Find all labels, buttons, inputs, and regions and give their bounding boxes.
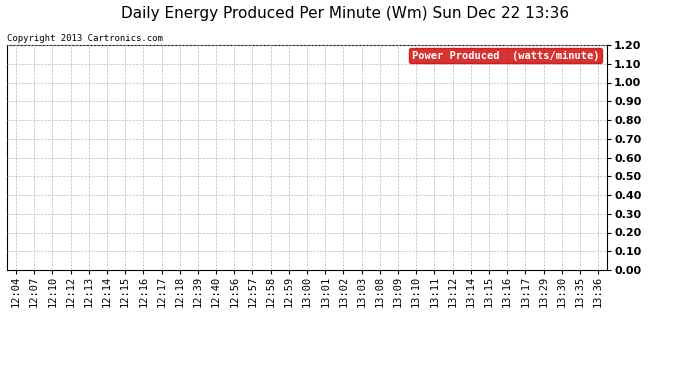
Text: Copyright 2013 Cartronics.com: Copyright 2013 Cartronics.com xyxy=(7,34,163,43)
Legend: Power Produced  (watts/minute): Power Produced (watts/minute) xyxy=(409,48,602,63)
Text: Daily Energy Produced Per Minute (Wm) Sun Dec 22 13:36: Daily Energy Produced Per Minute (Wm) Su… xyxy=(121,6,569,21)
